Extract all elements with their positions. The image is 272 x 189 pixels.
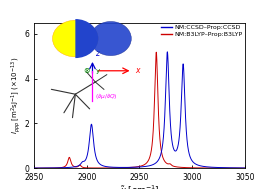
Ellipse shape [52,20,98,57]
Text: x: x [135,66,139,75]
Wedge shape [75,19,98,58]
Ellipse shape [90,22,131,56]
Text: $(\partial\mu/\partial Q)$: $(\partial\mu/\partial Q)$ [95,91,118,101]
Legend: NM:CCSD–Prop:CCSD, NM:B3LYP–Prop:B3LYP: NM:CCSD–Prop:CCSD, NM:B3LYP–Prop:B3LYP [160,24,243,37]
Text: z: z [95,49,99,58]
X-axis label: $\tilde{\nu}$ [cm$^{-1}$]: $\tilde{\nu}$ [cm$^{-1}$] [120,184,159,189]
Text: $\otimes$: $\otimes$ [83,66,91,75]
Text: y: y [96,68,100,74]
Y-axis label: $I_{ppp}$ [m$^2$sJ$^{-1}$] ($\times10^{-13}$): $I_{ppp}$ [m$^2$sJ$^{-1}$] ($\times10^{-… [9,57,23,134]
